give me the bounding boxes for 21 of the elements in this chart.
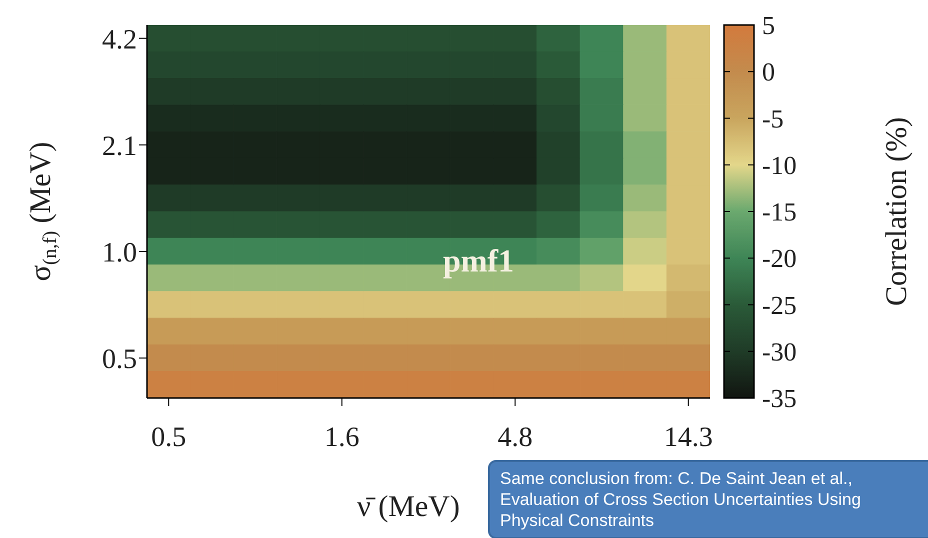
color-bar-label: -20 [762,244,797,274]
y-tick-label: 0.5 [102,344,137,375]
x-axis-title: ν̄ (MeV) [357,490,460,523]
y-tick-label: 1.0 [102,237,137,268]
y-tick-label: 2.1 [102,130,137,162]
color-bar-label: 0 [762,58,775,87]
x-tick-label: 14.3 [664,422,713,453]
color-bar-label: -25 [762,290,797,320]
color-bar-label: -5 [762,104,784,134]
color-bar-label: 5 [762,11,775,40]
color-bar-label: -15 [762,198,797,226]
color-bar-title: Correlation (%) [880,116,913,306]
color-bar-label: -10 [762,150,797,180]
x-tick-label: 0.5 [151,422,186,453]
x-tick-label: 4.8 [498,422,533,453]
annotation: pmf1 [442,242,514,278]
x-tick-label: 1.6 [324,422,360,453]
y-tick-label: 4.2 [102,24,137,56]
color-bar-label: -30 [762,337,797,366]
color-bar-label: -35 [762,384,797,413]
text: Same conclusion from: C. De Saint Jean et al., Evaluation of Cross Section Uncertainties Using Physical Constraints [488,460,928,538]
